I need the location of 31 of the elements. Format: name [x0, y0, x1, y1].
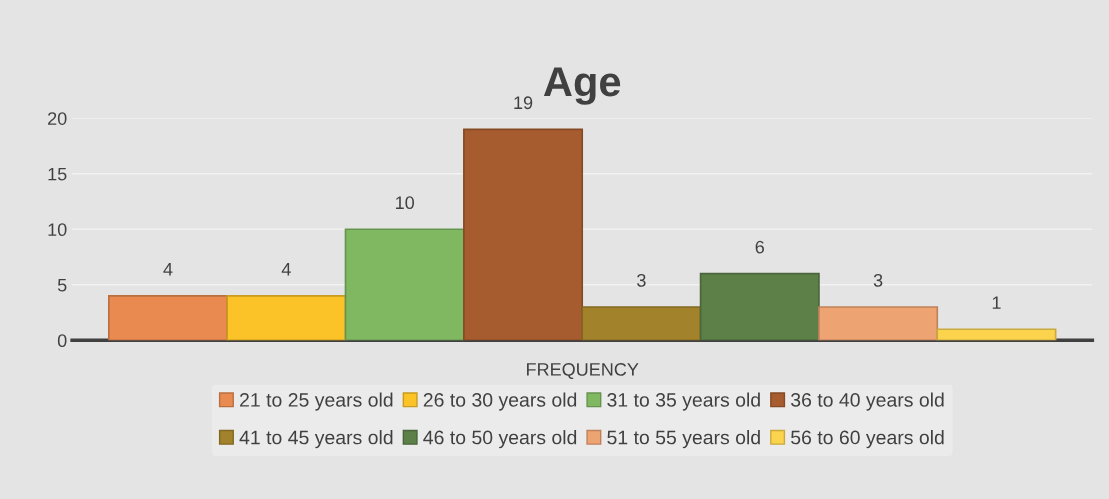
- data-label: 19: [514, 96, 533, 110]
- data-label: 1: [992, 296, 1001, 309]
- x-tick-label: FREQUENCY: [527, 363, 639, 380]
- bar: [936, 328, 1057, 341]
- data-label: 6: [755, 240, 764, 254]
- chart-title: Age: [543, 67, 621, 105]
- legend-label: 51 to 55 years old: [607, 430, 760, 449]
- bar: [818, 306, 939, 341]
- y-tick-label: 10: [48, 223, 67, 237]
- legend-label: 41 to 45 years old: [239, 430, 393, 449]
- bar: [107, 295, 229, 341]
- data-label: 10: [396, 196, 415, 210]
- bar: [226, 295, 347, 341]
- legend-label: 26 to 30 years old: [423, 392, 577, 411]
- bar: [344, 228, 465, 341]
- legend-label: 56 to 60 years old: [791, 430, 944, 449]
- bar: [699, 272, 820, 341]
- bar: [463, 128, 584, 341]
- legend-label: 21 to 25 years old: [240, 392, 393, 411]
- data-label: 3: [873, 273, 883, 287]
- legend-label: 46 to 50 years old: [423, 430, 577, 449]
- data-label: 3: [637, 273, 646, 287]
- data-label: 4: [281, 263, 291, 276]
- y-tick-label: 5: [57, 278, 67, 292]
- legend-label: 31 to 35 years old: [607, 392, 760, 411]
- y-tick-label: 20: [48, 112, 67, 125]
- bar: [581, 306, 702, 341]
- y-tick-label: 15: [48, 167, 67, 181]
- legend-label: 36 to 40 years old: [791, 392, 944, 411]
- data-label: 4: [163, 263, 173, 276]
- y-tick-label: 0: [57, 334, 67, 348]
